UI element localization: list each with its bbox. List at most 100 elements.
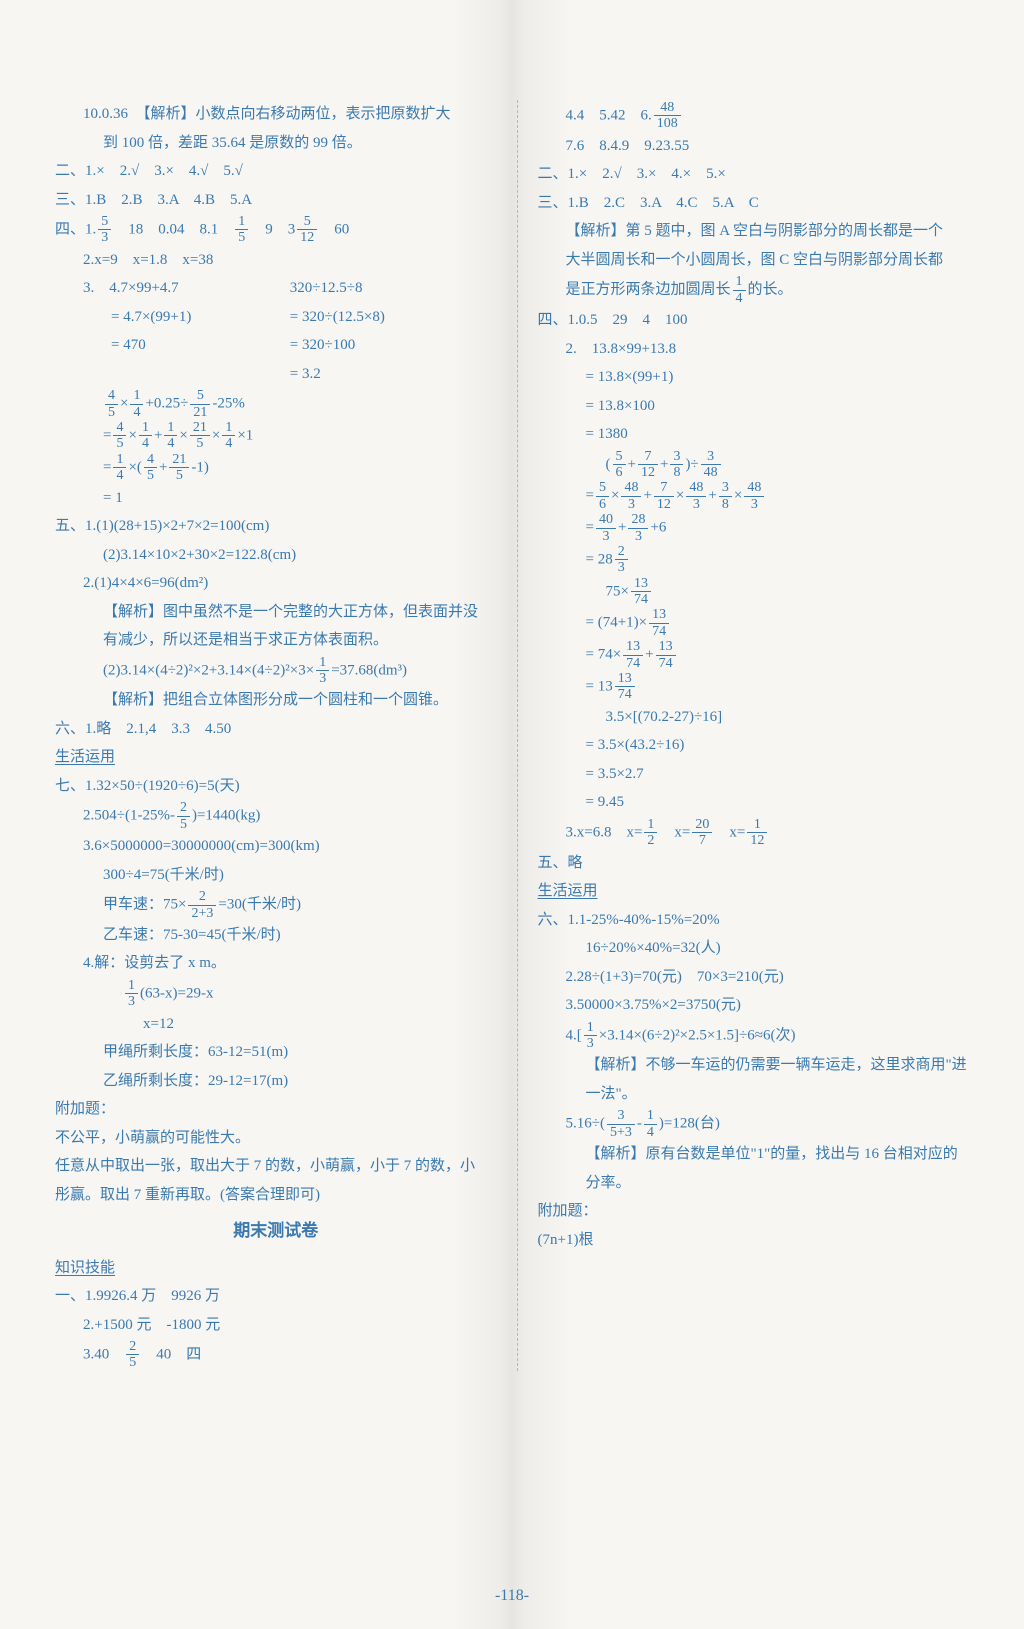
vals2: 9 3	[250, 221, 295, 237]
r5-2a: 2. 13.8×99+13.8	[538, 335, 980, 364]
a: 5.16÷(	[566, 1116, 605, 1132]
r7-4: 4.[13×3.14×(6÷2)²×2.5×1.5]÷6≈6(次)	[538, 1020, 980, 1052]
pl: +	[159, 459, 167, 475]
f-1-4: 14	[130, 388, 143, 420]
r1: 4.4 5.42 6.48108	[538, 100, 980, 132]
f-2-5b: 25	[126, 1339, 139, 1371]
a: = (74+1)×	[586, 615, 648, 631]
lp: ×(	[128, 459, 141, 475]
s5-2-1x: 【解析】图中虽然不是一个完整的大正方体，但表面并没	[55, 598, 497, 627]
r3: 二、1.× 2.√ 3.× 4.× 5.×	[538, 160, 980, 189]
eq: =	[586, 488, 594, 504]
f-7-12: 712	[638, 449, 658, 481]
section-3: 三、1.B 2.B 3.A 4.B 5.A	[55, 186, 497, 215]
a: 2.504÷(1-25%-	[83, 808, 175, 824]
rhs1: 320÷12.5÷8	[290, 274, 497, 303]
f-5-6b: 56	[596, 480, 609, 512]
r5-2d: = 1380	[538, 420, 980, 449]
section-2: 二、1.× 2.√ 3.× 4.√ 5.√	[55, 157, 497, 186]
page-number: -118-	[0, 1581, 1024, 1611]
s5-2-2: (2)3.14×(4÷2)²×2+3.14×(4÷2)²×3×13=37.68(…	[55, 655, 497, 687]
r5-2c: = 13.8×100	[538, 392, 980, 421]
s7-4a: 4.解：设剪去了 x m。	[55, 949, 497, 978]
op3: -25%	[212, 396, 245, 412]
f-1-3b: 13	[125, 978, 138, 1010]
f-1-3r: 13	[584, 1020, 597, 1052]
frac-5-3: 53	[98, 214, 111, 246]
r2: 7.6 8.4.9 9.23.55	[538, 132, 980, 161]
s5-1-1: 五、1.(1)(28+15)×2+7×2=100(cm)	[55, 512, 497, 541]
f-40-3: 403	[596, 512, 616, 544]
s7-4e: 乙绳所剩长度：29-12=17(m)	[55, 1067, 497, 1096]
label: 四、1.	[55, 221, 96, 237]
s7-4d: 甲绳所剩长度：63-12=51(m)	[55, 1038, 497, 1067]
column-divider	[517, 100, 518, 1371]
v: = 28	[586, 551, 613, 567]
knowledge-skills-heading: 知识技能	[55, 1254, 497, 1283]
p2: +	[660, 456, 668, 472]
f-1-4e: 14	[113, 452, 126, 484]
r5-7: 75×1374	[538, 576, 980, 608]
r7-1a: 六、1.1-25%-40%-15%=20%	[538, 906, 980, 935]
a: = 74×	[586, 647, 622, 663]
lhs2: = 4.7×(99+1)	[83, 303, 290, 332]
f-13-74a: 1374	[631, 576, 651, 608]
r7-4x2: 一法"。	[538, 1080, 980, 1109]
r7-5x1: 【解析】原有台数是单位"1"的量，找出与 16 台相对应的	[538, 1140, 980, 1169]
add-r-heading: 附加题：	[538, 1197, 980, 1226]
t1-3: 3.40 25 40 四	[55, 1339, 497, 1371]
b: 40 四	[141, 1346, 201, 1362]
s7-4c: x=12	[55, 1010, 497, 1039]
op: ×	[120, 396, 128, 412]
b: x=	[659, 824, 690, 840]
rhs4: = 3.2	[290, 360, 497, 389]
lp: (	[606, 456, 611, 472]
s7-1: 七、1.32×50÷(1920÷6)=5(天)	[55, 772, 497, 801]
vals: 18 0.04 8.1	[113, 221, 233, 237]
final-exam-title: 期末测试卷	[55, 1209, 497, 1253]
f-1-12r: 112	[747, 817, 767, 849]
f-3-8b: 38	[719, 480, 732, 512]
q10-line1: 10.0.36 【解析】小数点向右移动两位，表示把原数扩大	[55, 100, 497, 129]
f-5-6: 56	[613, 449, 626, 481]
a: 75×	[606, 583, 629, 599]
f-4-5b: 45	[113, 420, 126, 452]
a: 甲车速：75×	[103, 897, 186, 913]
left-column: 10.0.36 【解析】小数点向右移动两位，表示把原数扩大 到 100 倍，差距…	[55, 100, 497, 1371]
t1-2: 2.+1500 元 -1800 元	[55, 1311, 497, 1340]
f-48-3a: 483	[621, 480, 641, 512]
r7-3: 3.50000×3.75%×2=3750(元)	[538, 991, 980, 1020]
expr-line1: 45×14+0.25÷521-25%	[55, 388, 497, 420]
f-48-3c: 483	[744, 480, 764, 512]
f-7-12b: 712	[654, 480, 674, 512]
f-4-5: 45	[105, 388, 118, 420]
x1: ×	[611, 488, 619, 504]
r7-1b: 16÷20%×40%=32(人)	[538, 934, 980, 963]
r4x1: 【解析】第 5 题中，图 A 空白与阴影部分的周长都是一个	[538, 217, 980, 246]
f-13-74e: 1374	[615, 671, 635, 703]
f-48-108: 48108	[654, 100, 681, 132]
add-r-1: (7n+1)根	[538, 1226, 980, 1255]
a: 3.x=6.8 x=	[566, 824, 643, 840]
eq: =	[103, 459, 111, 475]
f-2-3r: 23	[615, 544, 628, 576]
f-20-7: 207	[692, 817, 712, 849]
r5-9: = 74×1374+1374	[538, 639, 980, 671]
s5-1-2: (2)3.14×10×2+30×2=122.8(cm)	[55, 541, 497, 570]
right-column: 4.4 5.42 6.48108 7.6 8.4.9 9.23.55 二、1.×…	[538, 100, 980, 1371]
b: =30(千米/时)	[218, 897, 301, 913]
section-4-2: 2.x=9 x=1.8 x=38	[55, 246, 497, 275]
s7-3b: 300÷4=75(千米/时)	[55, 861, 497, 890]
section-4-1: 四、1.53 18 0.04 8.1 15 9 3512 60	[55, 214, 497, 246]
f-1-4r2: 14	[644, 1108, 657, 1140]
lhs1: 3. 4.7×99+4.7	[83, 274, 290, 303]
f-1-4c: 14	[164, 420, 177, 452]
s7-3e: 乙车速：75-30=45(千米/时)	[55, 921, 497, 950]
r5-4: =56×483+712×483+38×483	[538, 480, 980, 512]
p1: +	[643, 488, 651, 504]
add-2: 任意从中取出一张，取出大于 7 的数，小萌赢，小于 7 的数，小	[55, 1152, 497, 1181]
s7-2: 2.504÷(1-25%-25)=1440(kg)	[55, 800, 497, 832]
expr-line3: =14×(45+215-1)	[55, 452, 497, 484]
x: ×	[128, 427, 136, 443]
s5-2-2x: 【解析】把组合立体图形分成一个圆柱和一个圆锥。	[55, 686, 497, 715]
